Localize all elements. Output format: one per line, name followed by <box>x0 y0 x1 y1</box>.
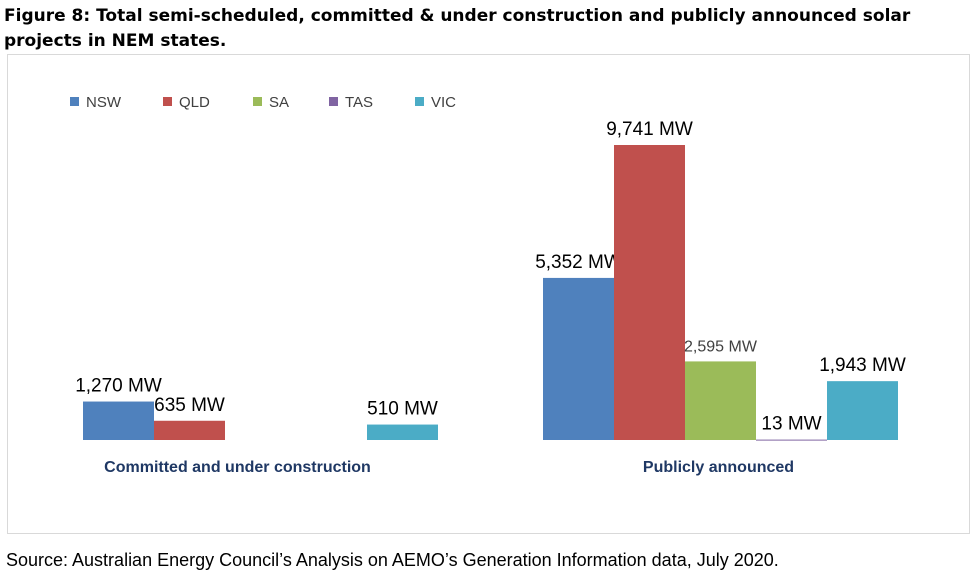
legend-swatch-qld <box>163 97 172 106</box>
value-label-vic-publicly-announced: 1,943 MW <box>819 355 906 376</box>
legend-label-qld: QLD <box>179 94 210 111</box>
value-label-nsw-committed-and-under-construction: 1,270 MW <box>75 376 162 397</box>
bar-vic-publicly-announced <box>827 381 898 440</box>
category-label-committed-and-under-construction: Committed and under construction <box>104 459 371 476</box>
bar-nsw-publicly-announced <box>543 277 614 440</box>
bar-nsw-committed-and-under-construction <box>83 401 154 440</box>
legend-swatch-tas <box>329 97 338 106</box>
value-label-qld-publicly-announced: 9,741 MW <box>606 119 693 140</box>
legend-label-tas: TAS <box>345 94 373 111</box>
bar-vic-committed-and-under-construction <box>367 424 438 440</box>
legend-swatch-nsw <box>70 97 79 106</box>
value-label-nsw-publicly-announced: 5,352 MW <box>535 252 622 273</box>
figure-title: Figure 8: Total semi-scheduled, committe… <box>4 6 911 51</box>
source-note: Source: Australian Energy Council’s Anal… <box>6 550 779 570</box>
legend-label-sa: SA <box>269 94 289 111</box>
category-label-publicly-announced: Publicly announced <box>643 459 794 476</box>
legend-label-nsw: NSW <box>86 94 122 111</box>
value-label-vic-committed-and-under-construction: 510 MW <box>367 399 438 420</box>
legend-swatch-sa <box>253 97 262 106</box>
legend-swatch-vic <box>415 97 424 106</box>
chart-area: NSW QLD SA TAS VIC 1,270 MW 635 MW 510 MW Commit… <box>7 54 970 534</box>
bar-qld-committed-and-under-construction <box>154 420 225 440</box>
legend-label-vic: VIC <box>431 94 456 111</box>
bar-qld-publicly-announced <box>614 145 685 440</box>
bar-tas-publicly-announced <box>756 439 827 441</box>
value-label-tas-publicly-announced: 13 MW <box>761 414 821 435</box>
value-label-qld-committed-and-under-construction: 635 MW <box>154 395 225 416</box>
bar-sa-publicly-announced <box>685 361 756 440</box>
value-label-sa-publicly-announced: 2,595 MW <box>684 338 758 355</box>
